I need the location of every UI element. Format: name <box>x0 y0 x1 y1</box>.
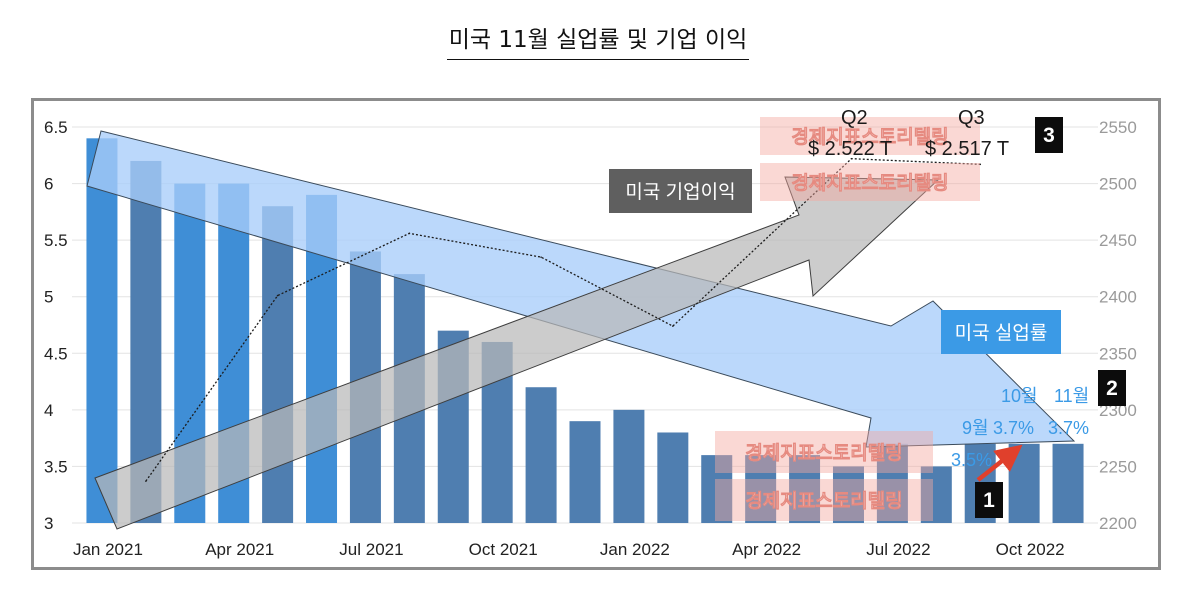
x-tick-label: Oct 2022 <box>996 540 1065 559</box>
bar-aug-2022 <box>920 466 952 523</box>
bar-feb-2022 <box>657 432 689 523</box>
watermark-text: 경제지표스토리텔링 <box>745 442 902 464</box>
profit-trend-arrow <box>94 176 940 530</box>
badge-2-text: 2 <box>1106 377 1118 400</box>
y-right-tick-label: 2200 <box>1099 514 1137 533</box>
profit-point-q2-2021 <box>276 294 279 297</box>
y-right-tick-label: 2550 <box>1099 118 1137 137</box>
y-left-tick-label: 4.5 <box>44 344 68 363</box>
y-right-tick-label: 2250 <box>1099 457 1137 476</box>
bar-jan-2022 <box>613 409 645 523</box>
profit-point-q4-2021 <box>540 256 542 258</box>
badge-2-bg <box>1098 370 1126 406</box>
sep-label: 9월 <box>962 418 989 438</box>
bar-nov-2022 <box>1052 443 1084 523</box>
y-left-tick-label: 6.5 <box>44 118 68 137</box>
bar-apr-2022 <box>745 455 777 523</box>
y-left-tick-label: 4 <box>44 401 53 420</box>
badge-3-bg <box>1035 117 1063 153</box>
sep-value: 3.7% <box>993 418 1034 438</box>
q3-value: $ 2.517 T <box>925 138 1009 160</box>
profit-label-bg <box>609 169 752 213</box>
bar-nov-2021 <box>525 387 557 523</box>
bar-may-2021 <box>262 206 294 523</box>
profit-label-text: 미국 기업이익 <box>625 181 735 203</box>
badge-1-text: 1 <box>983 489 995 512</box>
watermark-bg <box>715 479 933 521</box>
oct-label: 10월 <box>1001 386 1038 406</box>
profit-point-q1-2022 <box>672 325 674 327</box>
bar-mar-2022 <box>701 455 733 523</box>
page-title: 미국 11월 실업률 및 기업 이익 <box>0 20 1196 60</box>
y-left-tick-label: 3 <box>44 514 53 533</box>
profit-point-q2-2022 <box>850 157 853 160</box>
profit-point-q3-2021 <box>408 232 411 235</box>
bar-may-2022 <box>789 455 821 523</box>
unemployment-label-text: 미국 실업률 <box>955 322 1048 344</box>
x-tick-label: Jan 2021 <box>73 540 143 559</box>
bar-jun-2022 <box>832 466 864 523</box>
watermark: 경제지표스토리텔링 <box>760 163 980 201</box>
watermark: 경제지표스토리텔링 <box>715 431 933 473</box>
watermark-text: 경제지표스토리텔링 <box>791 172 948 194</box>
x-tick-label: Apr 2022 <box>732 540 801 559</box>
badge-3-text: 3 <box>1043 124 1055 147</box>
y-left-tick-label: 5 <box>44 288 53 307</box>
profit-point-q3-2022 <box>979 163 982 166</box>
y-right-tick-label: 2350 <box>1099 344 1137 363</box>
y-right-tick-label: 2400 <box>1099 288 1137 307</box>
red-pointer-arrow <box>976 444 1023 482</box>
y-left-tick-label: 3.5 <box>44 457 68 476</box>
unemployment-trend-arrow <box>86 130 1076 448</box>
watermark-bg <box>760 117 980 155</box>
unemployment-label: 미국 실업률 <box>941 310 1061 354</box>
x-tick-label: Jul 2021 <box>339 540 403 559</box>
x-tick-label: Oct 2021 <box>469 540 538 559</box>
bar-dec-2021 <box>569 421 601 523</box>
badge-3: 3 <box>1035 117 1063 153</box>
bar-oct-2022 <box>1008 443 1040 523</box>
x-tick-label: Apr 2021 <box>205 540 274 559</box>
watermark-bg <box>715 431 933 473</box>
x-tick-label: Jul 2022 <box>866 540 930 559</box>
badge-2: 2 <box>1098 370 1126 406</box>
x-tick-label: Jan 2022 <box>600 540 670 559</box>
q2-value: $ 2.522 T <box>808 138 892 160</box>
y-right-tick-label: 2500 <box>1099 175 1137 194</box>
y-left-tick-label: 5.5 <box>44 231 68 250</box>
page-title-text: 미국 11월 실업률 및 기업 이익 <box>446 27 750 60</box>
y-left-tick-label: 6 <box>44 175 53 194</box>
badge-1: 1 <box>975 482 1003 518</box>
watermark: 경제지표스토리텔링 <box>760 117 980 155</box>
aug-value: 3.5% <box>951 450 992 470</box>
nov-value: 3.7% <box>1048 418 1089 438</box>
badge-1-bg <box>975 482 1003 518</box>
q3-label: Q3 <box>958 107 985 129</box>
bar-jul-2022 <box>876 443 908 523</box>
watermark-text: 경제지표스토리텔링 <box>745 490 902 512</box>
q2-label: Q2 <box>841 107 868 129</box>
profit-point-q1-2021 <box>145 480 147 482</box>
unemployment-label-bg <box>941 310 1061 354</box>
bar-jan-2021 <box>86 138 118 524</box>
watermark-text: 경제지표스토리텔링 <box>791 126 948 148</box>
watermark-bg <box>760 163 980 201</box>
nov-label: 11월 <box>1054 386 1089 406</box>
watermark: 경제지표스토리텔링 <box>715 479 933 521</box>
y-right-tick-label: 2450 <box>1099 231 1137 250</box>
profit-label: 미국 기업이익 <box>609 169 752 213</box>
